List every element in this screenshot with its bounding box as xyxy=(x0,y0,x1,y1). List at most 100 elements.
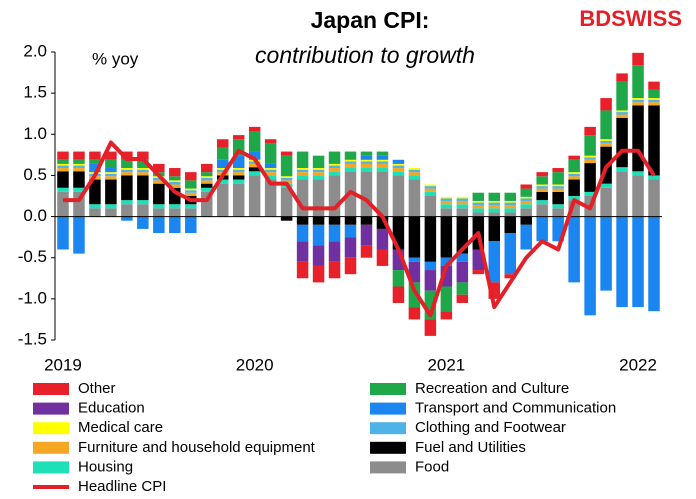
bar-segment xyxy=(424,184,437,187)
bar-segment xyxy=(248,171,261,176)
bar-segment xyxy=(121,172,133,176)
headline-line xyxy=(62,140,656,318)
bar-segment xyxy=(185,216,197,234)
bar-segment xyxy=(392,163,405,166)
bar-segment xyxy=(600,98,612,111)
bar-segment xyxy=(456,208,469,217)
bar-segment xyxy=(296,169,309,173)
bar-segment xyxy=(169,184,181,188)
bar-segment xyxy=(440,200,453,205)
bar-segment xyxy=(520,204,532,209)
y-tick-label: 1.0 xyxy=(23,124,47,143)
bar-segment xyxy=(312,265,325,283)
bar-segment xyxy=(153,208,165,217)
bar-segment xyxy=(105,159,117,169)
bar-segment xyxy=(73,171,85,188)
bar-segment xyxy=(376,155,389,160)
bar-segment xyxy=(600,110,612,140)
bar-segment xyxy=(488,241,501,283)
bar-segment xyxy=(520,198,532,201)
bar-segment xyxy=(137,168,149,170)
bar-segment xyxy=(504,233,517,275)
bar-segment xyxy=(536,188,548,192)
legend-label: Recreation and Culture xyxy=(415,380,569,397)
bar-segment xyxy=(392,175,405,217)
bar-segment xyxy=(73,168,85,172)
bar-segment xyxy=(137,169,149,173)
bar-segment xyxy=(600,139,612,141)
legend-swatch xyxy=(370,383,406,395)
bar-segment xyxy=(520,216,532,225)
bar-segment xyxy=(632,105,644,172)
bar-segment xyxy=(568,200,580,217)
legend-label: Medical care xyxy=(78,419,163,436)
bar-segment xyxy=(216,169,229,173)
bar-segment xyxy=(472,208,485,213)
bar-segment xyxy=(121,151,133,160)
bar-segment xyxy=(536,216,548,242)
bar-segment xyxy=(568,176,580,180)
bar-segment xyxy=(169,216,181,234)
bar-segment xyxy=(616,114,628,118)
legend-swatch xyxy=(33,402,69,415)
bar-segment xyxy=(344,159,357,162)
y-tick-label: 0.0 xyxy=(23,206,47,225)
bar-segment xyxy=(440,208,453,217)
bar-segment xyxy=(472,202,485,206)
bar-segment xyxy=(280,151,293,156)
legend-label: Education xyxy=(78,400,145,417)
bar-segment xyxy=(360,216,373,225)
legend-label: Furniture and household equipment xyxy=(78,439,316,456)
bar-segment xyxy=(648,216,660,312)
bar-segment xyxy=(328,216,341,225)
bar-segment xyxy=(121,200,133,205)
bar-segment xyxy=(105,179,117,205)
bar-segment xyxy=(73,159,85,164)
bar-segment xyxy=(200,187,213,192)
bar-segment xyxy=(216,147,229,160)
bar-segment xyxy=(600,140,612,144)
x-tick-label: 2021 xyxy=(427,355,465,374)
bar-segment xyxy=(137,216,149,229)
bar-segment xyxy=(632,52,644,66)
legend-swatch xyxy=(33,461,69,474)
bar-segment xyxy=(568,155,580,160)
bar-segment xyxy=(328,163,341,166)
bar-segment xyxy=(552,191,564,205)
bar-segment xyxy=(616,81,628,111)
bar-segment xyxy=(200,163,213,173)
logo: BDSWISS xyxy=(579,6,682,31)
bar-segment xyxy=(472,205,485,209)
bar-segment xyxy=(360,245,373,258)
bar-segment xyxy=(488,216,501,242)
bar-segment xyxy=(185,192,197,196)
bar-segment xyxy=(185,180,197,189)
bar-segment xyxy=(296,224,309,242)
bar-segment xyxy=(504,202,517,206)
bar-segment xyxy=(376,228,389,250)
bar-segment xyxy=(121,175,133,201)
bar-segment xyxy=(216,179,229,184)
bar-segment xyxy=(552,172,564,185)
bar-segment xyxy=(392,171,405,176)
bar-segment xyxy=(312,179,325,217)
bar-segment xyxy=(296,172,309,176)
bar-segment xyxy=(216,168,229,170)
bar-segment xyxy=(89,151,101,160)
bar-segment xyxy=(296,261,309,279)
bar-segment xyxy=(137,172,149,176)
y-tick-label: 0.5 xyxy=(23,165,47,184)
bar-segment xyxy=(376,159,389,162)
bar-segment xyxy=(169,204,181,209)
bar-segment xyxy=(504,205,517,209)
bar-segment xyxy=(392,168,405,172)
y-tick-label: 2.0 xyxy=(23,41,47,60)
bar-segment xyxy=(57,168,69,172)
bar-segment xyxy=(472,192,485,201)
bar-segment xyxy=(600,187,612,217)
bar-segment xyxy=(185,172,197,181)
bar-segment xyxy=(344,161,357,164)
legend-label: Housing xyxy=(78,458,133,475)
bar-segment xyxy=(536,176,548,185)
bar-segment xyxy=(232,179,245,184)
